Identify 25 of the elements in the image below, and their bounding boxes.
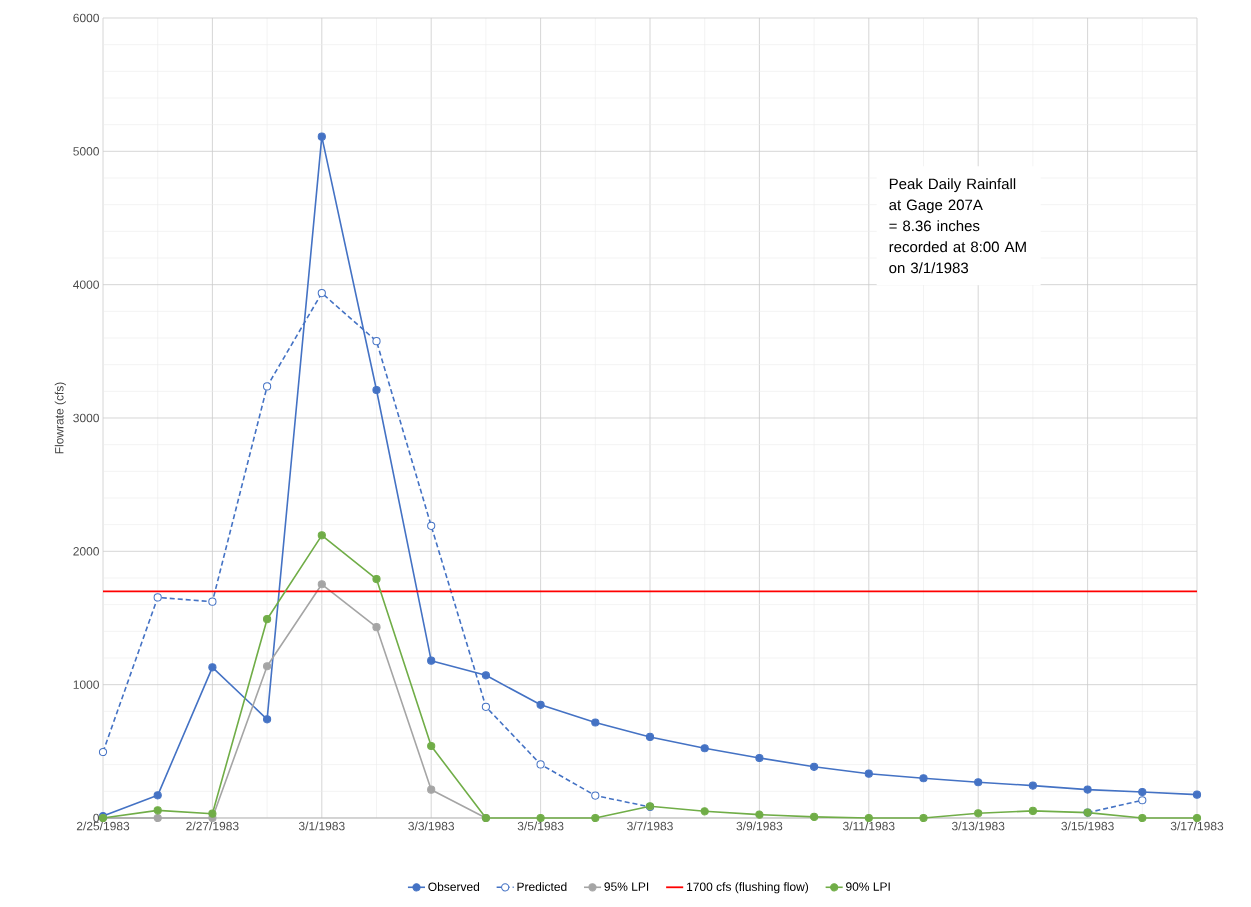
y-tick-label: 5000: [73, 147, 99, 156]
y-tick-label: 0: [93, 813, 100, 823]
legend-label: 90% LPI: [846, 882, 890, 891]
annotation: Peak Daily Rainfall at Gage 207A = 8.36 inches recorded at 8:00 AM on 3/1/1983: [889, 178, 1026, 274]
x-tick-label: 3/11/1983: [843, 821, 895, 831]
x-tick-label: 2/27/1983: [186, 821, 239, 831]
y-tick-label: 6000: [73, 13, 99, 23]
y-axis-title: Flowrate (cfs): [54, 382, 66, 454]
legend-label: 95% LPI: [604, 882, 649, 891]
x-tick-label: 3/15/1983: [1061, 821, 1114, 831]
x-tick-label: 3/7/1983: [627, 821, 673, 831]
legend-label: Observed: [428, 882, 480, 891]
y-tick-label: 1000: [73, 680, 99, 689]
x-tick-label: 3/13/1983: [951, 821, 1005, 831]
y-tick-label: 3000: [73, 413, 99, 423]
x-tick-label: 2/25/1983: [76, 821, 130, 831]
legend-label: Predicted: [517, 882, 567, 891]
x-tick-label: 3/3/1983: [408, 821, 455, 831]
x-tick-label: 3/1/1983: [298, 821, 345, 831]
x-tick-label: 3/9/1983: [736, 821, 783, 831]
x-tick-label: 3/17/1983: [1170, 821, 1224, 831]
y-tick-label: 4000: [73, 280, 99, 289]
y-tick-label: 2000: [73, 547, 99, 556]
x-tick-label: 3/5/1983: [517, 821, 564, 831]
legend-label: 1700 cfs (flushing flow): [687, 882, 809, 894]
